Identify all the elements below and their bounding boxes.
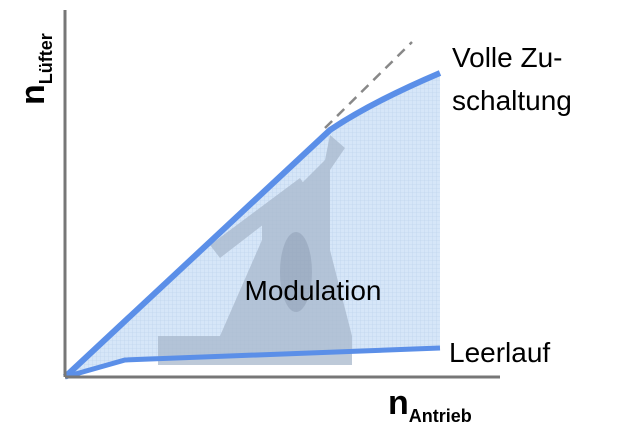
modulation-label: Modulation bbox=[245, 275, 382, 306]
idle-curve bbox=[64, 345, 441, 380]
extrapolation-line bbox=[324, 41, 413, 129]
full-label-1: Volle Zu- bbox=[452, 42, 563, 73]
full-curve bbox=[62, 70, 442, 380]
full-label-2: schaltung bbox=[452, 85, 572, 116]
idle-label: Leerlauf bbox=[449, 337, 550, 368]
x-axis-main: n bbox=[388, 384, 409, 422]
y-axis-main: n bbox=[14, 84, 52, 105]
x-axis-sub: Antrieb bbox=[409, 406, 472, 426]
y-axis-label: nLüfter bbox=[14, 33, 56, 105]
y-axis-sub: Lüfter bbox=[36, 33, 56, 84]
x-axis-label: nAntrieb bbox=[388, 384, 472, 426]
machine-silhouette bbox=[158, 135, 352, 365]
